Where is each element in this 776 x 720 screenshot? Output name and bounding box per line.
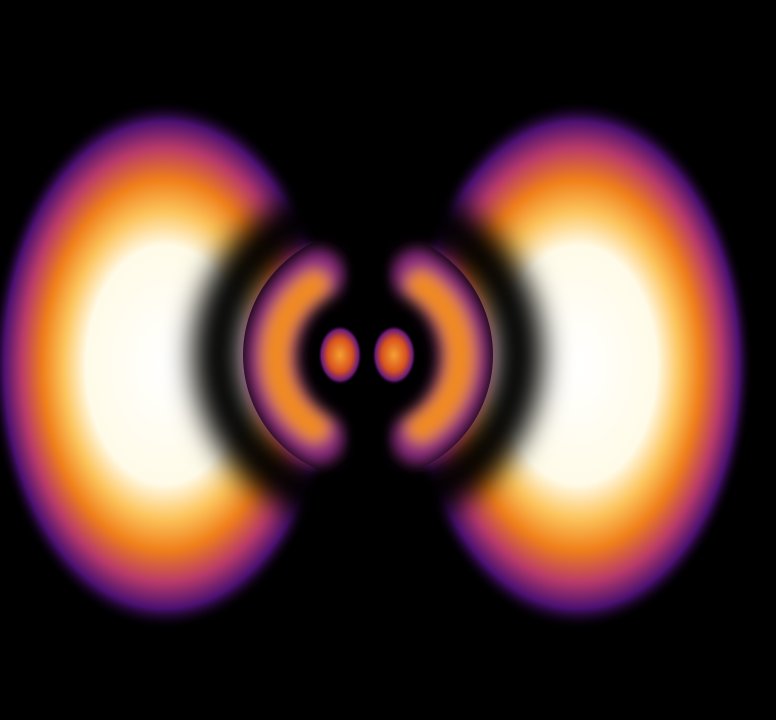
right-dot: [372, 325, 416, 385]
inner-arcs: [245, 249, 491, 464]
left-arc: [261, 270, 330, 443]
left-dot: [318, 325, 362, 385]
right-arc: [406, 270, 475, 443]
center-dots: [318, 325, 416, 385]
